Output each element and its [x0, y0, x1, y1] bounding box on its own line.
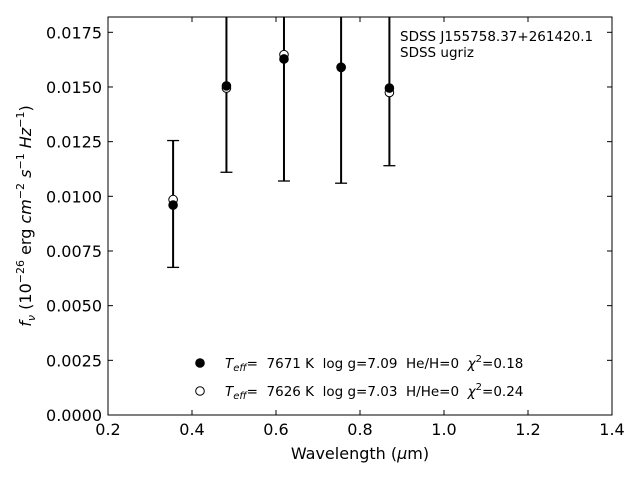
y-axis: 0.0000 0.0025 0.0050 0.0075 0.0100 0.0125 0.01…: [46, 23, 612, 425]
y-tick-label: 0.0050: [46, 297, 102, 316]
x-tick-label: 0.4: [179, 420, 204, 439]
y-axis-label: fν (10−26 erg cm−2 s−1 Hz−1): [14, 105, 38, 326]
legend-entry-label: Teff= 7626 K log g=7.03 H/He=0 χ2=0.24: [225, 382, 523, 402]
x-tick-label: 1.2: [515, 420, 540, 439]
legend-marker: [195, 358, 205, 368]
error-bars: [167, 17, 396, 269]
y-tick-label: 0.0000: [46, 406, 102, 425]
filled-marker-point: [279, 54, 289, 64]
filled-marker-point: [336, 62, 346, 73]
filter-system-annotation: SDSS ugriz: [400, 45, 474, 61]
x-tick-label: 0.6: [263, 420, 288, 439]
x-tick-label: 0.2: [95, 420, 120, 439]
y-tick-label: 0.0175: [46, 23, 102, 42]
y-tick-label: 0.0125: [46, 133, 102, 152]
y-tick-label: 0.0100: [46, 187, 102, 206]
object-name-annotation: SDSS J155758.37+261420.1: [400, 29, 593, 45]
x-axis: 0.2 0.4 0.6 0.8 1.0 1.2 1.4: [95, 17, 625, 439]
legend: Teff= 7671 K log g=7.09 He/H=0 χ2=0.18 Te…: [195, 354, 523, 402]
x-axis-label: Wavelength (μm): [291, 444, 429, 463]
y-tick-label: 0.0025: [46, 351, 102, 370]
legend-marker: [195, 386, 205, 396]
filled-marker-point: [168, 200, 178, 210]
filled-marker-point: [384, 83, 395, 93]
data-points: [168, 49, 395, 210]
x-tick-label: 1.4: [599, 420, 624, 439]
legend-entry-label: Teff= 7671 K log g=7.09 He/H=0 χ2=0.18: [225, 354, 523, 374]
x-tick-label: 1.0: [431, 420, 456, 439]
filled-marker-point: [221, 81, 232, 91]
y-tick-label: 0.0150: [46, 78, 102, 97]
y-tick-label: 0.0075: [46, 242, 102, 261]
x-tick-label: 0.8: [347, 420, 372, 439]
